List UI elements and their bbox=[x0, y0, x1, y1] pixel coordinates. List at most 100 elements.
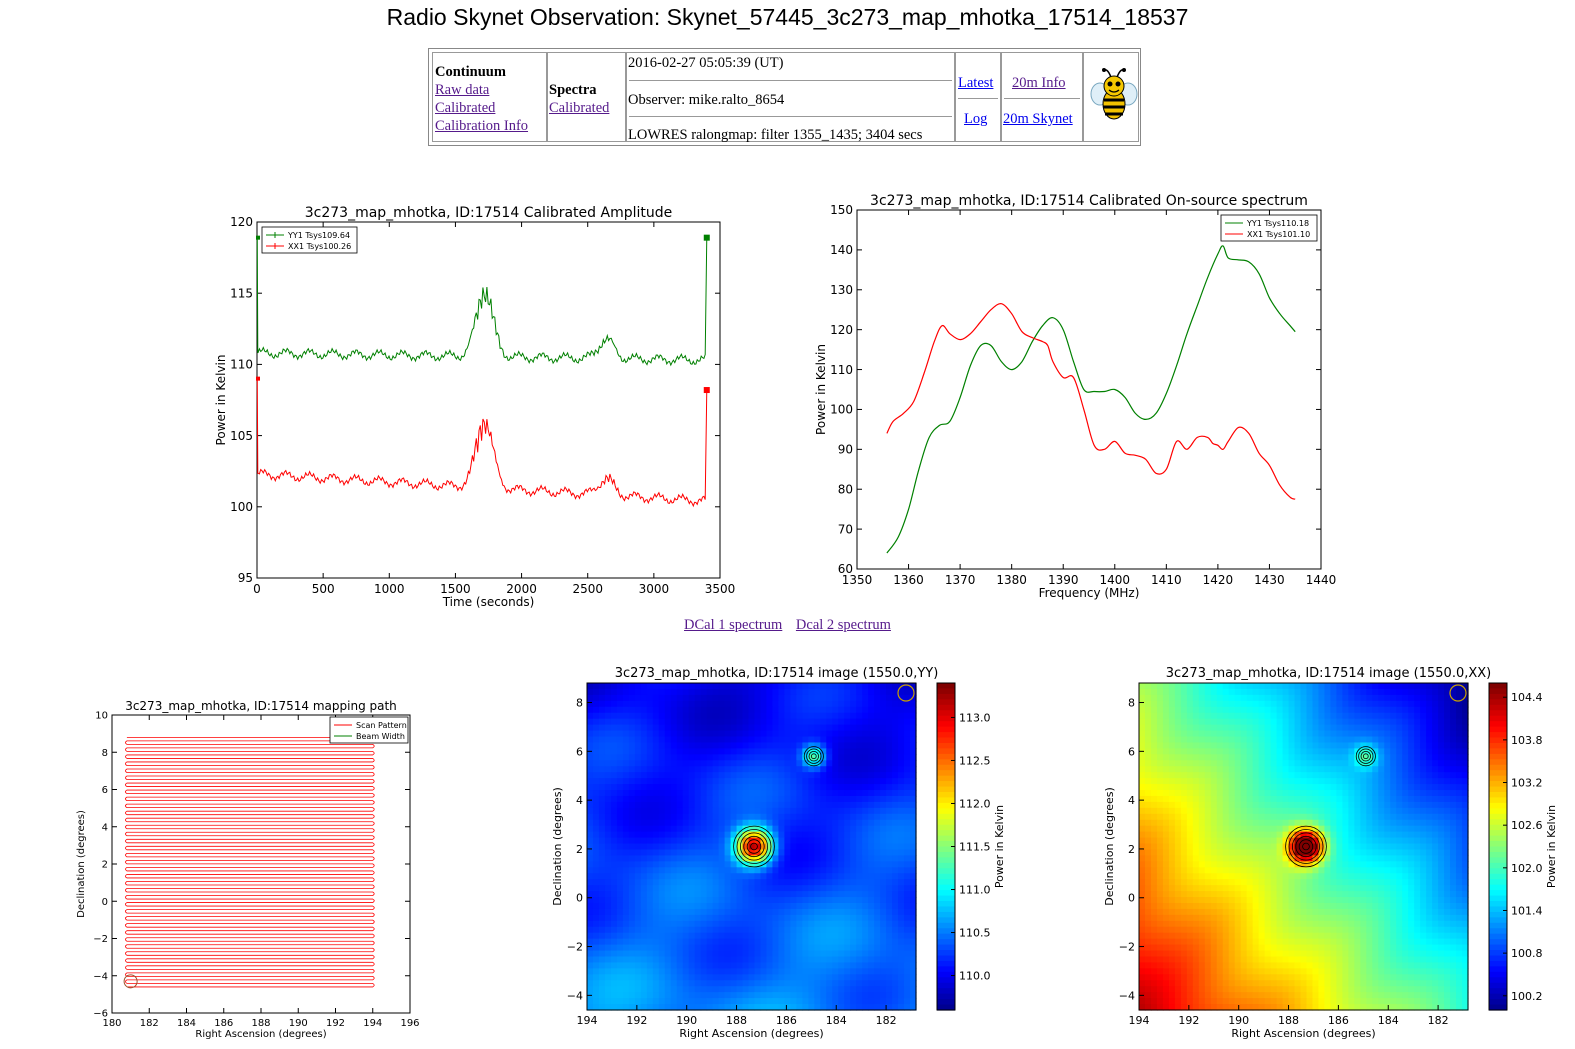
heatmap-cell bbox=[1246, 778, 1254, 785]
heatmap-cell bbox=[784, 700, 791, 708]
heatmap-cell bbox=[712, 932, 720, 940]
info-20m-link[interactable]: 20m Info bbox=[1012, 75, 1066, 91]
heatmap-cell bbox=[736, 784, 744, 791]
heatmap-cell bbox=[850, 938, 857, 946]
heatmap-cell bbox=[682, 683, 690, 690]
heatmap-cell bbox=[724, 897, 732, 904]
heatmap-cell bbox=[874, 807, 881, 815]
heatmap-cell bbox=[1144, 683, 1152, 690]
heatmap-cell bbox=[766, 801, 774, 809]
latest-link[interactable]: Latest bbox=[958, 75, 994, 91]
heatmap-cell bbox=[724, 843, 732, 851]
heatmap-cell bbox=[802, 724, 809, 732]
heatmap-cell bbox=[598, 795, 606, 803]
heatmap-cell bbox=[784, 706, 791, 714]
heatmap-cell bbox=[898, 861, 905, 868]
continuum-calibration-info-link[interactable]: Calibration Info bbox=[435, 118, 529, 134]
dcal2-spectrum-link[interactable]: Dcal 2 spectrum bbox=[795, 617, 891, 633]
heatmap-cell bbox=[718, 843, 726, 851]
heatmap-cell bbox=[1432, 748, 1439, 755]
heatmap-cell bbox=[670, 683, 678, 690]
heatmap-cell bbox=[820, 980, 827, 987]
heatmap-cell bbox=[1264, 825, 1272, 833]
continuum-calibrated-link[interactable]: Calibrated bbox=[435, 100, 496, 116]
heatmap-cell bbox=[880, 754, 887, 761]
heatmap-cell bbox=[856, 754, 863, 761]
heatmap-cell bbox=[910, 778, 917, 785]
heatmap-cell bbox=[640, 849, 648, 857]
heatmap-cell bbox=[820, 998, 827, 1005]
heatmap-cell bbox=[742, 772, 750, 779]
heatmap-cell bbox=[790, 766, 797, 773]
heatmap-cell bbox=[688, 724, 696, 732]
heatmap-cell bbox=[724, 992, 732, 999]
spectra-calibrated-link[interactable]: Calibrated bbox=[549, 100, 610, 116]
heatmap-cell bbox=[760, 831, 768, 839]
heatmap-cell bbox=[622, 683, 630, 690]
heatmap-cell bbox=[1450, 813, 1457, 821]
heatmap-cell bbox=[1264, 748, 1272, 755]
heatmap-cell bbox=[826, 831, 833, 839]
heatmap-cell bbox=[604, 825, 612, 833]
heatmap-cell bbox=[886, 843, 893, 851]
heatmap-cell bbox=[676, 914, 684, 922]
heatmap-cell bbox=[814, 980, 821, 987]
heatmap-cell bbox=[1390, 736, 1397, 744]
heatmap-cell bbox=[1156, 795, 1164, 803]
skynet-20m-link[interactable]: 20m Skynet bbox=[1003, 111, 1073, 127]
dcal1-spectrum-link[interactable]: DCal 1 spectrum bbox=[684, 617, 783, 633]
heatmap-cell bbox=[1312, 700, 1320, 708]
heatmap-cell bbox=[1462, 688, 1469, 696]
heatmap-cell bbox=[1139, 849, 1146, 857]
heatmap-cell bbox=[1258, 754, 1266, 761]
scan-pattern-line bbox=[125, 736, 375, 988]
heatmap-cell bbox=[610, 908, 618, 916]
heatmap-cell bbox=[886, 902, 893, 910]
heatmap-cell bbox=[652, 700, 660, 708]
heatmap-cell bbox=[1192, 819, 1200, 827]
y-tick-label: 100 bbox=[830, 403, 853, 417]
heatmap-cell bbox=[1402, 831, 1409, 839]
heatmap-cell bbox=[652, 754, 660, 761]
heatmap-cell bbox=[670, 712, 678, 720]
heatmap-cell bbox=[856, 742, 863, 749]
heatmap-cell bbox=[1270, 801, 1278, 809]
heatmap-cell bbox=[874, 867, 881, 874]
heatmap-cell bbox=[587, 944, 594, 952]
heatmap-cell bbox=[1162, 754, 1170, 761]
heatmap-cell bbox=[1288, 718, 1296, 726]
heatmap-cell bbox=[616, 867, 624, 874]
heatmap-cell bbox=[736, 938, 744, 946]
heatmap-cell bbox=[796, 718, 803, 726]
heatmap-cell bbox=[868, 932, 875, 940]
heatmap-cell bbox=[850, 891, 857, 898]
heatmap-cell bbox=[1432, 843, 1439, 851]
heatmap-cell bbox=[652, 986, 660, 993]
heatmap-cell bbox=[1276, 694, 1284, 702]
heatmap-cell bbox=[1312, 772, 1320, 779]
heatmap-cell bbox=[688, 831, 696, 839]
heatmap-cell bbox=[670, 879, 678, 886]
heatmap-cell bbox=[904, 795, 911, 803]
heatmap-cell bbox=[862, 712, 869, 720]
heatmap-cell bbox=[1312, 778, 1320, 785]
heatmap-cell bbox=[1312, 849, 1320, 857]
heatmap-cell bbox=[736, 724, 744, 732]
log-link[interactable]: Log bbox=[964, 111, 988, 127]
heatmap-cell bbox=[1342, 801, 1349, 809]
heatmap-cell bbox=[1150, 706, 1158, 714]
heatmap-cell bbox=[748, 920, 756, 928]
heatmap-cell bbox=[820, 718, 827, 726]
heatmap-cell bbox=[634, 742, 642, 749]
heatmap-cell bbox=[1168, 694, 1176, 702]
continuum-raw-link[interactable]: Raw data bbox=[435, 82, 490, 98]
heatmap-cell bbox=[808, 688, 815, 696]
heatmap-cell bbox=[670, 849, 678, 857]
heatmap-cell bbox=[1432, 754, 1439, 761]
heatmap-cell bbox=[1324, 831, 1332, 839]
heatmap-cell bbox=[610, 724, 618, 732]
heatmap-cell bbox=[742, 962, 750, 969]
heatmap-cell bbox=[856, 724, 863, 732]
heatmap-cell bbox=[1144, 706, 1152, 714]
heatmap-cell bbox=[724, 760, 732, 767]
